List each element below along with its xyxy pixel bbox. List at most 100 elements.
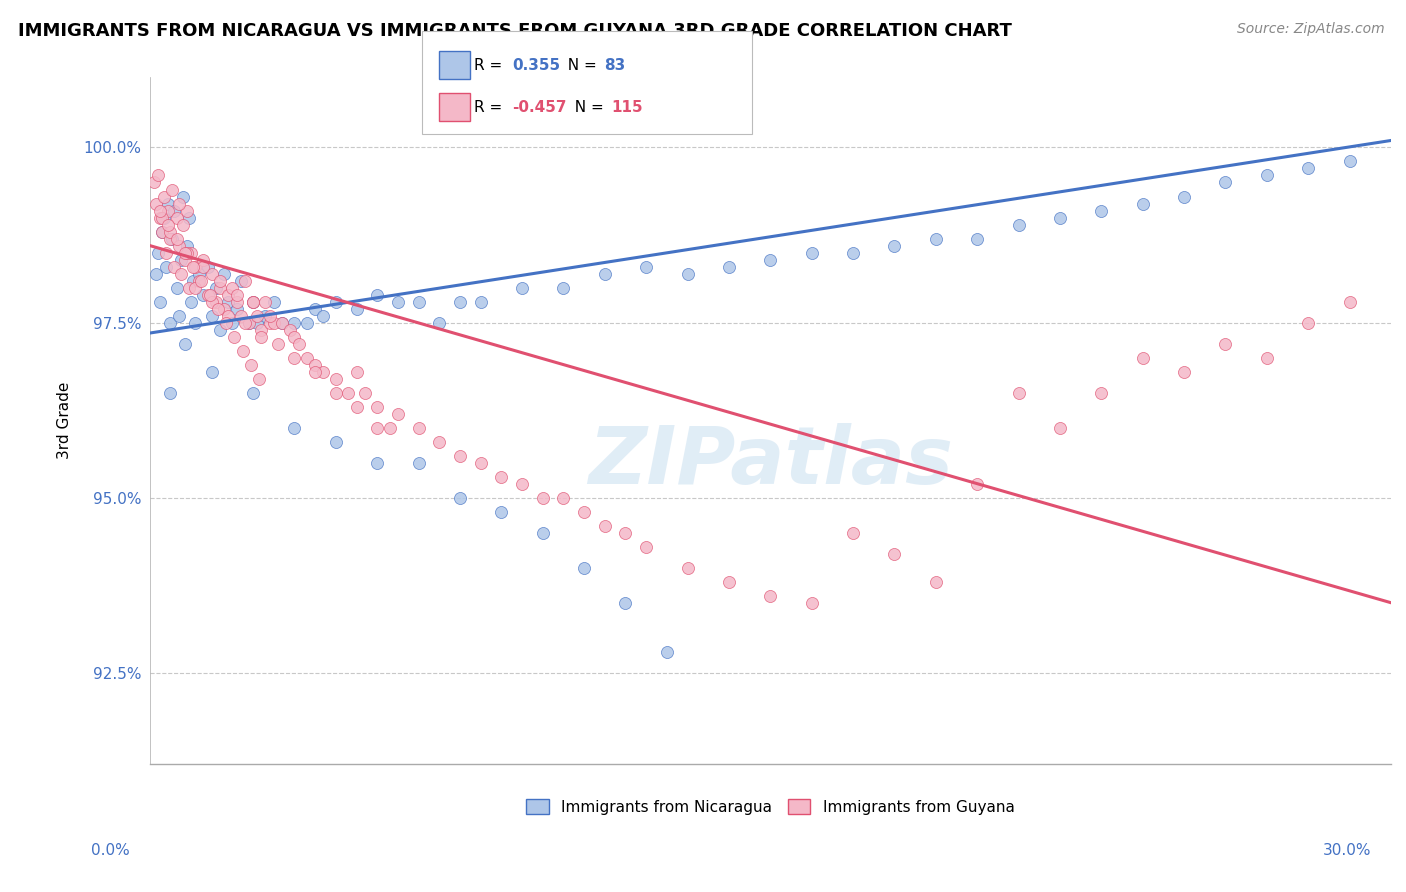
Point	[159, 225, 181, 239]
Point	[267, 336, 290, 351]
Point	[190, 274, 212, 288]
Point	[408, 420, 430, 434]
Point	[193, 260, 215, 274]
Point	[925, 574, 948, 589]
Point	[800, 245, 823, 260]
Point	[197, 260, 219, 274]
Point	[1173, 365, 1195, 379]
Point	[470, 456, 492, 470]
Point	[246, 316, 269, 330]
Point	[176, 245, 198, 260]
Point	[177, 211, 200, 225]
Point	[173, 245, 195, 260]
Point	[224, 329, 246, 343]
Point	[188, 267, 211, 281]
Point	[250, 322, 273, 336]
Point	[193, 287, 215, 301]
Point	[184, 316, 207, 330]
Point	[366, 456, 388, 470]
Point	[150, 225, 173, 239]
Point	[1132, 351, 1154, 365]
Point	[201, 267, 224, 281]
Point	[205, 280, 228, 294]
Point	[1007, 218, 1029, 232]
Point	[145, 267, 167, 281]
Point	[254, 294, 277, 309]
Point	[217, 309, 239, 323]
Point	[259, 316, 281, 330]
Point	[378, 420, 401, 434]
Point	[283, 420, 305, 434]
Text: ZIPatlas: ZIPatlas	[588, 423, 953, 500]
Point	[208, 280, 231, 294]
Point	[146, 169, 169, 183]
Point	[233, 274, 256, 288]
Text: R =: R =	[474, 100, 508, 114]
Point	[176, 238, 198, 252]
Point	[240, 358, 263, 372]
Point	[593, 267, 616, 281]
Point	[229, 309, 252, 323]
Point	[173, 336, 195, 351]
Point	[166, 231, 188, 245]
Point	[287, 336, 309, 351]
Point	[842, 525, 865, 540]
Point	[676, 267, 699, 281]
Point	[146, 245, 169, 260]
Point	[676, 560, 699, 574]
Point	[325, 385, 347, 400]
Point	[1049, 211, 1071, 225]
Point	[491, 469, 513, 483]
Point	[408, 456, 430, 470]
Point	[217, 294, 239, 309]
Point	[366, 400, 388, 414]
Point	[842, 245, 865, 260]
Point	[242, 294, 264, 309]
Point	[966, 476, 988, 491]
Point	[242, 294, 264, 309]
Point	[614, 596, 637, 610]
Point	[217, 287, 239, 301]
Point	[491, 505, 513, 519]
Text: 0.0%: 0.0%	[91, 843, 131, 858]
Point	[593, 518, 616, 533]
Point	[197, 287, 219, 301]
Point	[312, 365, 335, 379]
Point	[427, 316, 450, 330]
Point	[337, 385, 360, 400]
Point	[215, 316, 238, 330]
Point	[242, 294, 264, 309]
Point	[470, 294, 492, 309]
Point	[167, 309, 190, 323]
Point	[366, 420, 388, 434]
Point	[271, 316, 294, 330]
Point	[387, 407, 409, 421]
Point	[201, 365, 224, 379]
Point	[278, 322, 301, 336]
Point	[169, 252, 191, 267]
Text: 83: 83	[605, 58, 626, 72]
Point	[225, 294, 247, 309]
Point	[531, 491, 554, 505]
Point	[233, 316, 256, 330]
Point	[238, 316, 260, 330]
Point	[1049, 420, 1071, 434]
Point	[346, 365, 368, 379]
Point	[449, 449, 471, 463]
Point	[510, 476, 533, 491]
Point	[184, 280, 207, 294]
Point	[163, 203, 186, 218]
Point	[883, 547, 905, 561]
Point	[221, 280, 243, 294]
Text: 30.0%: 30.0%	[1323, 843, 1371, 858]
Point	[157, 203, 180, 218]
Point	[283, 351, 305, 365]
Point	[346, 301, 368, 316]
Point	[295, 316, 318, 330]
Point	[572, 505, 595, 519]
Point	[242, 385, 264, 400]
Point	[325, 371, 347, 385]
Point	[614, 525, 637, 540]
Point	[553, 280, 575, 294]
Point	[166, 280, 188, 294]
